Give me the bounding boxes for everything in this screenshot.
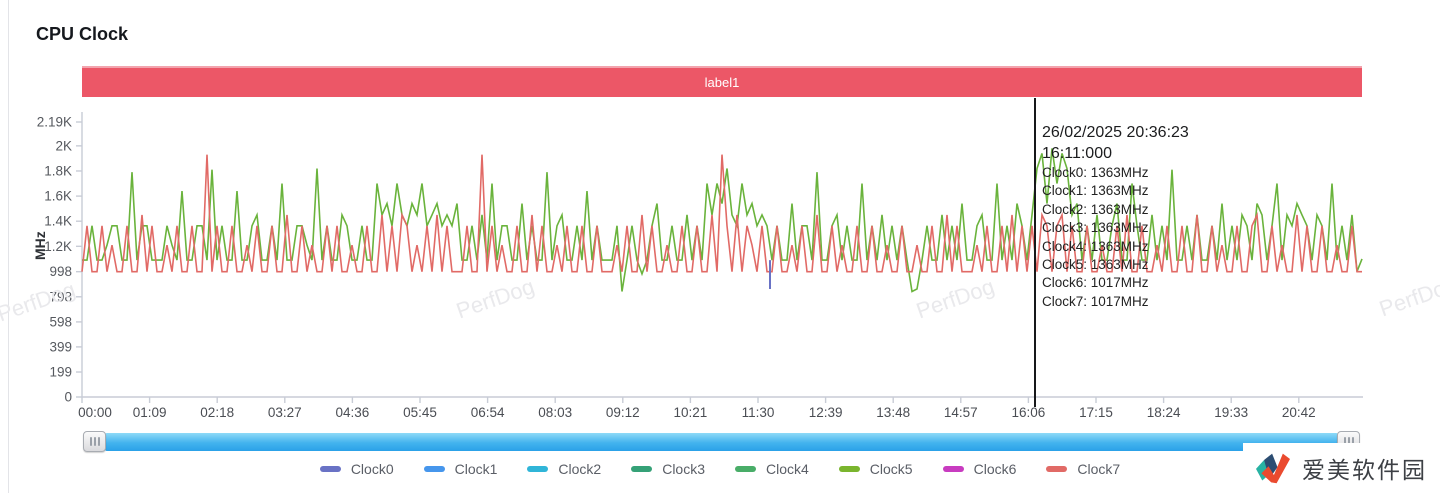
page-title: CPU Clock [36, 24, 129, 44]
y-tick-label: 998 [49, 264, 72, 279]
legend-swatch-icon [838, 466, 860, 472]
legend-item-clock4[interactable]: Clock4 [735, 461, 809, 477]
x-tick-label: 17:15 [1079, 405, 1113, 420]
legend-item-clock1[interactable]: Clock1 [423, 461, 498, 477]
legend-label: Clock6 [973, 461, 1017, 477]
grip-icon [97, 437, 100, 446]
legend-swatch-icon [527, 466, 549, 472]
x-tick-label: 03:27 [268, 405, 302, 420]
y-tick-label: 598 [49, 314, 72, 329]
y-tick-label: 2K [55, 138, 72, 153]
legend-item-clock7[interactable]: Clock7 [1046, 461, 1120, 477]
legend-label: Clock3 [662, 461, 705, 477]
legend-label: Clock0 [350, 461, 394, 477]
x-tick-label: 13:48 [876, 405, 910, 420]
y-tick-label: 399 [49, 339, 72, 354]
legend-swatch-icon [319, 466, 341, 472]
legend-swatch-icon [942, 466, 964, 472]
x-tick-label: 14:57 [944, 405, 978, 420]
time-range-scrollbar[interactable] [105, 433, 1338, 451]
series-line-clock5 [82, 148, 1363, 293]
x-tick-label: 16:06 [1012, 405, 1046, 420]
grip-icon [1347, 437, 1350, 446]
y-tick-label: 1.8K [44, 163, 72, 178]
legend-swatch-icon [1046, 466, 1068, 472]
x-tick-label: 20:42 [1282, 405, 1316, 420]
x-tick-label: 04:36 [336, 405, 370, 420]
x-tick-label: 11:30 [742, 405, 775, 420]
x-tick-label: 18:24 [1147, 405, 1181, 420]
site-logo[interactable]: 爱美软件园 [1243, 443, 1440, 493]
y-tick-label: 1.2K [44, 239, 72, 254]
x-tick-label: 12:39 [809, 405, 843, 420]
y-axis-title: MHz [32, 231, 48, 260]
legend-swatch-icon [631, 466, 653, 472]
legend-item-clock3[interactable]: Clock3 [631, 461, 705, 477]
label-banner-text: label1 [704, 75, 740, 90]
panel-left-border [8, 0, 9, 493]
checkmark-logo-icon [1256, 453, 1290, 484]
scrollbar-left-handle[interactable] [83, 431, 106, 452]
legend-label: Clock4 [766, 461, 809, 477]
legend-item-clock6[interactable]: Clock6 [942, 461, 1017, 477]
x-tick-label: 06:54 [471, 405, 505, 420]
grip-icon [1351, 437, 1354, 446]
x-tick-label: 08:03 [538, 405, 572, 420]
x-tick-label: 10:21 [674, 405, 708, 420]
x-tick-label: 09:12 [606, 405, 640, 420]
legend-label: Clock7 [1077, 461, 1121, 477]
y-tick-label: 0 [64, 390, 72, 405]
series-line-clock7 [81, 154, 1362, 273]
legend-swatch-icon [735, 466, 756, 472]
y-tick-label: 798 [49, 289, 72, 304]
chart-legend: Clock0 Clock1 Clock2 Clock3 Clock4 Clock5 Cloc… [0, 461, 1440, 477]
label-banner[interactable]: label1 [82, 66, 1362, 97]
y-tick-label: 199 [49, 365, 72, 380]
legend-label: Clock5 [869, 461, 913, 477]
x-tick-label: 19:33 [1214, 405, 1248, 420]
y-tick-label: 1.4K [44, 214, 72, 229]
y-tick-label: 2.19K [37, 115, 72, 130]
x-tick-label: 01:09 [133, 405, 167, 420]
legend-item-clock2[interactable]: Clock2 [527, 461, 601, 477]
x-tick-label: 02:18 [200, 405, 234, 420]
legend-item-clock5[interactable]: Clock5 [838, 461, 913, 477]
grip-icon [1343, 437, 1346, 446]
x-tick-label: 05:45 [403, 405, 437, 420]
legend-swatch-icon [423, 466, 445, 472]
grip-icon [89, 437, 92, 446]
legend-item-clock0[interactable]: Clock0 [319, 461, 394, 477]
site-logo-text: 爱美软件园 [1302, 457, 1427, 483]
grip-icon [93, 437, 96, 446]
legend-label: Clock2 [558, 461, 602, 477]
legend-label: Clock1 [454, 461, 498, 477]
x-tick-label: 00:00 [78, 405, 112, 420]
y-tick-label: 1.6K [44, 189, 72, 204]
